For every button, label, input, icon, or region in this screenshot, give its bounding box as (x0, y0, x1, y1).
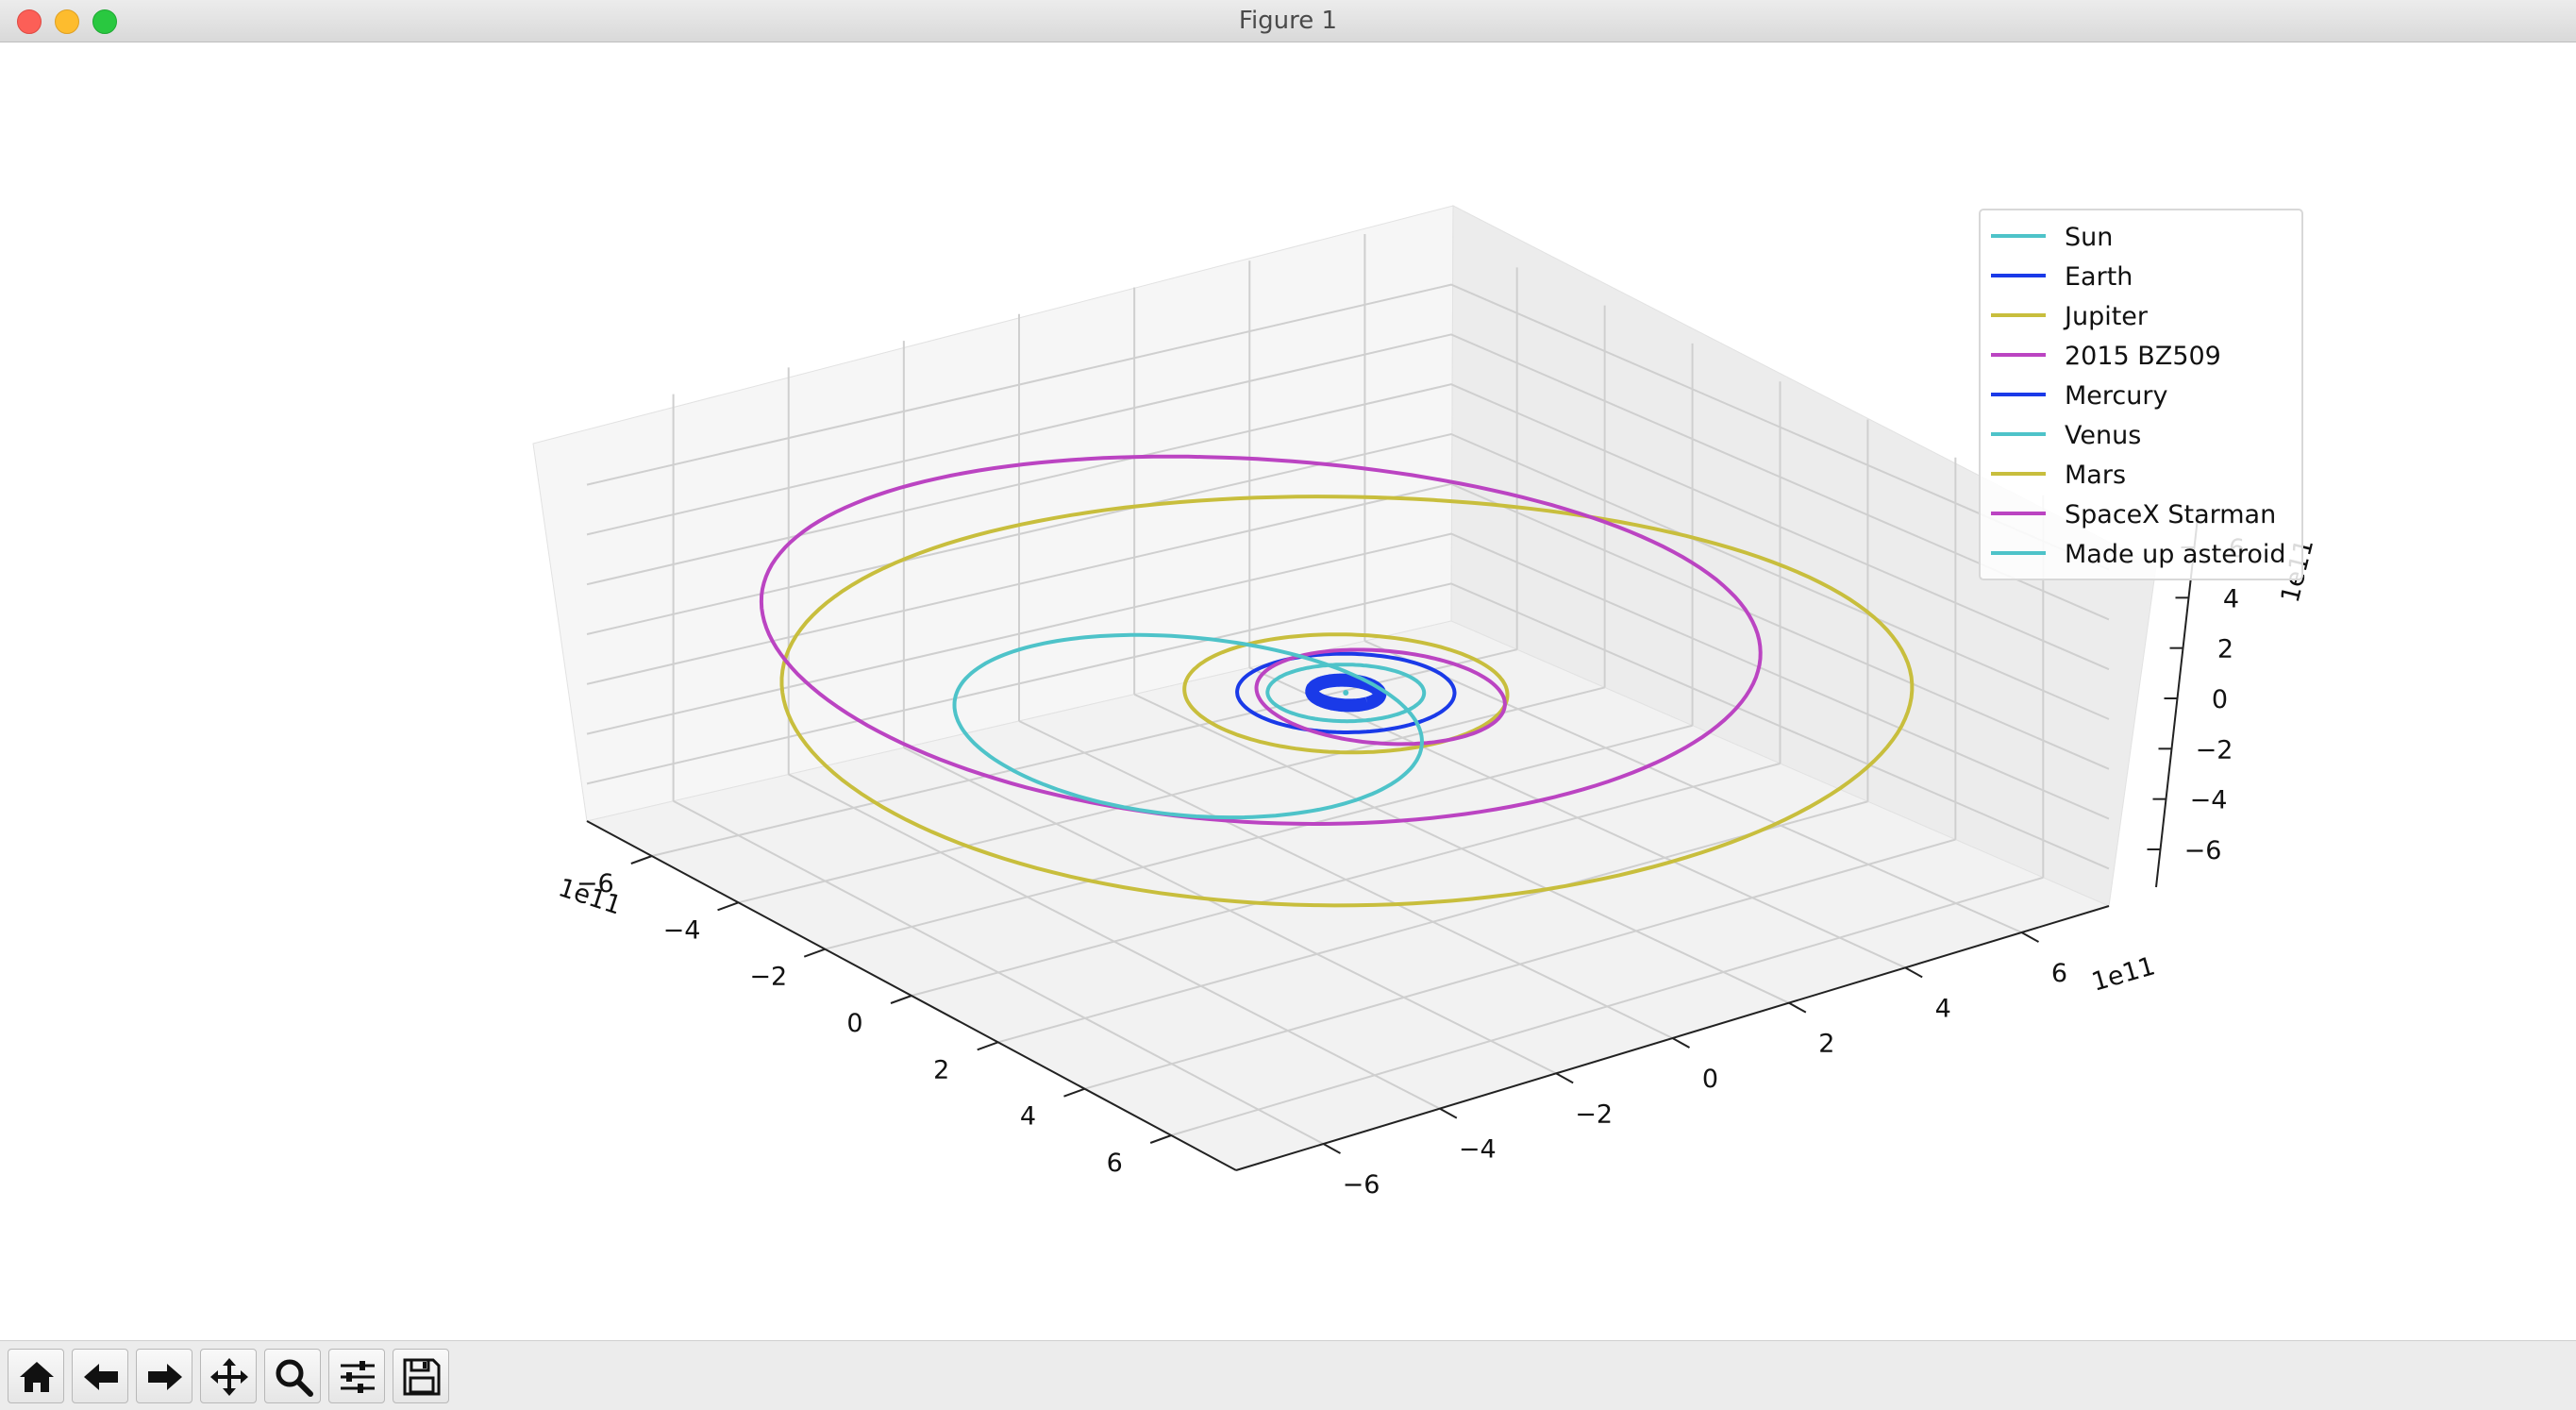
forward-button[interactable] (136, 1349, 192, 1403)
legend-entry: SpaceX Starman (2065, 500, 2276, 529)
z-tick-label: −6 (2184, 836, 2222, 865)
orbit-sun (1343, 690, 1349, 696)
y-axis-offset: 1e11 (2088, 951, 2158, 998)
y-tick-label: −2 (1575, 1099, 1613, 1129)
save-button[interactable] (393, 1349, 449, 1403)
y-tick (1555, 1072, 1574, 1084)
zoom-button[interactable] (264, 1349, 321, 1403)
orbit-venus (1265, 663, 1427, 724)
plot-canvas[interactable]: −6−4−202461e11−6−4−202461e11−6−4−202461e… (0, 42, 2576, 1340)
legend-entry: Mercury (2065, 381, 2167, 411)
grid-line (586, 582, 2110, 870)
close-window-button[interactable] (17, 9, 42, 34)
configure-subplots-button[interactable] (328, 1349, 385, 1403)
grid-line (1248, 666, 1906, 969)
magnifier-icon (276, 1359, 313, 1397)
z-tick-label: −4 (2190, 786, 2228, 815)
legend-entry: Earth (2065, 262, 2133, 292)
legend-box (1979, 209, 2303, 580)
home-icon (20, 1362, 54, 1392)
maximize-window-button[interactable] (92, 9, 117, 34)
orbit-2015-bz509 (759, 454, 1763, 827)
legend[interactable]: Sun Earth Jupiter 2015 BZ509 Mercury Venus Mar… (1979, 209, 2303, 580)
x-tick (977, 1041, 999, 1051)
window-title: Figure 1 (1238, 7, 1338, 35)
y-tick-label: 0 (1702, 1065, 1718, 1094)
grid-line (586, 383, 2110, 671)
x-tick-label: 6 (1107, 1149, 1123, 1178)
y-tick (2021, 932, 2039, 943)
orbit-made-up-asteroid (952, 632, 1425, 820)
grid-line (997, 800, 1868, 1044)
minimize-window-button[interactable] (55, 9, 79, 34)
y-tick (1323, 1143, 1341, 1154)
grid-line (586, 283, 2110, 571)
grid-lines (586, 234, 2110, 1145)
pan-button[interactable] (200, 1349, 257, 1403)
grid-line (586, 532, 2110, 820)
x-tick (1063, 1087, 1085, 1098)
orbit-lines (759, 454, 1915, 908)
grid-line (1363, 640, 2022, 933)
grid-line (1170, 876, 2044, 1136)
x-tick (1149, 1134, 1172, 1144)
x-tick (630, 855, 653, 864)
z-tick-label: 0 (2212, 685, 2228, 714)
grid-line (586, 432, 2110, 720)
legend-entry: Jupiter (2063, 302, 2149, 331)
legend-entry: Mars (2065, 461, 2126, 490)
grid-line (1084, 838, 1956, 1090)
legend-entry: 2015 BZ509 (2065, 342, 2221, 371)
y-tick-label: 6 (2051, 959, 2067, 988)
y-tick (1904, 966, 1923, 979)
sliders-icon (341, 1361, 375, 1393)
back-button[interactable] (72, 1349, 128, 1403)
legend-entry: Sun (2065, 223, 2113, 252)
z-tick-label: 4 (2223, 584, 2239, 613)
y-tick-label: −6 (1343, 1170, 1380, 1200)
title-bar[interactable]: Figure 1 (0, 0, 2576, 42)
y-tick-label: 2 (1818, 1030, 1834, 1059)
x-tick-label: 2 (933, 1055, 949, 1084)
x-tick-label: 0 (846, 1009, 862, 1038)
y-tick-label: 4 (1935, 994, 1951, 1023)
grid-line (586, 333, 2110, 621)
plot-3d[interactable]: −6−4−202461e11−6−4−202461e11−6−4−202461e… (0, 42, 2576, 1340)
orbit-jupiter (779, 495, 1915, 908)
legend-entry: Venus (2065, 421, 2141, 450)
x-tick-label: −2 (749, 963, 787, 992)
grid-line (1018, 720, 1673, 1039)
x-tick-label: −4 (663, 915, 701, 945)
y-tick (1672, 1037, 1690, 1049)
floppy-icon (403, 1358, 441, 1396)
z-tick-label: 2 (2217, 635, 2233, 664)
home-button[interactable] (8, 1349, 64, 1403)
y-tick (1439, 1107, 1458, 1119)
x-tick-label: 4 (1020, 1102, 1036, 1132)
move-icon (210, 1358, 248, 1396)
grid-line (586, 482, 2110, 770)
arrow-left-icon (84, 1364, 118, 1390)
orbit-mercury (1305, 673, 1387, 713)
legend-entry: Made up asteroid (2065, 540, 2285, 569)
navigation-toolbar (0, 1340, 2576, 1410)
x-tick-label: −6 (577, 869, 614, 898)
x-tick (717, 901, 739, 912)
x-tick (890, 995, 912, 1004)
y-tick-label: −4 (1459, 1135, 1497, 1165)
z-tick-label: −2 (2196, 735, 2233, 764)
y-tick (1788, 1001, 1807, 1014)
arrow-right-icon (148, 1364, 182, 1390)
grid-line (1133, 693, 1790, 1004)
x-tick (803, 948, 826, 958)
